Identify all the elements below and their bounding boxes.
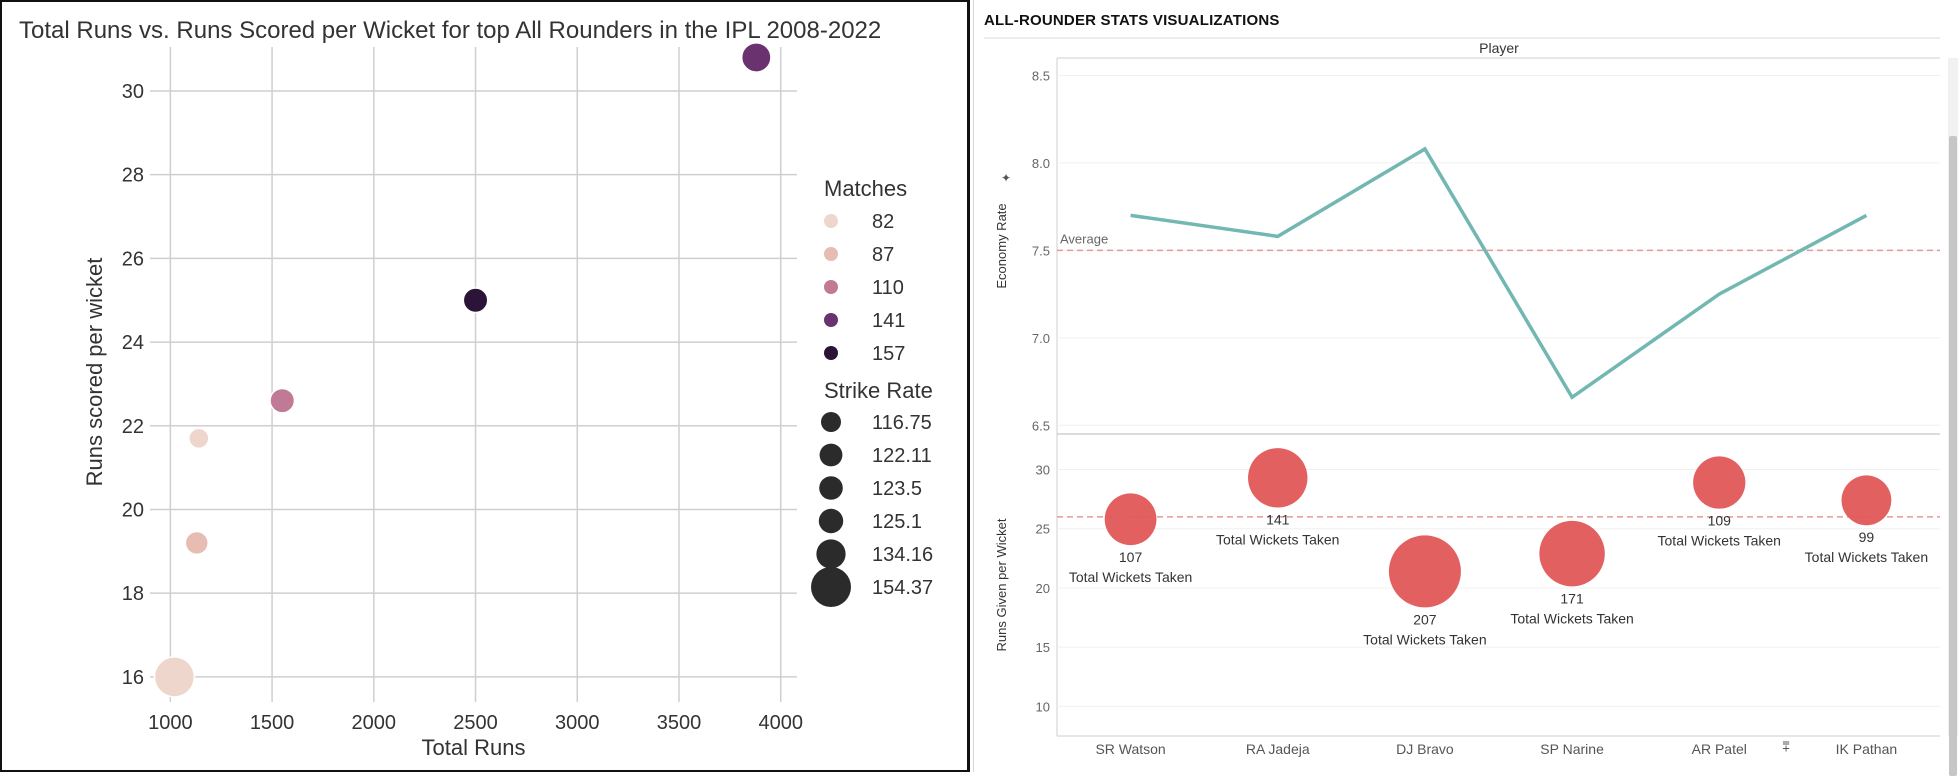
data-point [188,427,210,450]
wickets-bubble [1841,475,1892,526]
x-category-label: RA Jadeja [1246,741,1310,757]
bubble-wickets-value: 171 [1560,590,1584,606]
y-tick-label: 18 [122,583,144,605]
bubble-wickets-label: Total Wickets Taken [1658,533,1781,549]
x-tick-label: 2500 [453,712,498,734]
legend-title-strike-rate: Strike Rate [824,378,933,403]
pin-icon: ✦ [1001,171,1011,185]
wickets-bubble [1539,520,1605,587]
bubble-wickets-label: Total Wickets Taken [1805,549,1928,565]
y-tick-label: 26 [122,248,144,270]
y-tick-label: 22 [122,416,144,438]
legend-marker-matches [824,214,838,228]
data-point [269,387,296,414]
bubble-wickets-label: Total Wickets Taken [1363,631,1486,647]
legend-title-matches: Matches [824,176,907,201]
vertical-scrollbar[interactable] [1948,58,1958,776]
legend-marker-strike-rate [819,476,843,500]
legend-marker-strike-rate [816,539,846,569]
x-category-label: AR Patel [1692,741,1747,757]
wickets-bubble [1693,456,1746,509]
x-category-label: SR Watson [1095,741,1165,757]
y-tick-label: 24 [122,332,144,354]
y-axis-label: Runs scored per wicket [82,258,107,487]
wickets-bubble [1248,448,1308,508]
chart-title: Total Runs vs. Runs Scored per Wicket fo… [19,17,881,44]
x-axis-label: Total Runs [422,735,526,760]
data-point [740,42,772,73]
x-tick-label: 1500 [250,712,295,734]
x-category-label: IK Pathan [1836,741,1898,757]
legend-label-matches: 87 [872,244,894,266]
legend-marker-strike-rate [821,412,841,432]
y-tick-label: 20 [122,499,144,521]
wickets-bubble [1388,535,1461,608]
bottom-y-tick-label: 25 [1036,522,1050,537]
top-y-tick-label: 8.0 [1032,156,1050,171]
x-tick-label: 4000 [758,712,803,734]
bubble-wickets-value: 141 [1266,512,1290,528]
legend-marker-strike-rate [818,508,844,534]
legend-label-matches: 141 [872,310,905,332]
bottom-y-tick-label: 10 [1036,699,1050,714]
x-category-label: DJ Bravo [1396,741,1454,757]
legend-label-matches: 110 [872,277,904,299]
legend-label-strike-rate: 122.11 [872,445,932,467]
legend-marker-matches [824,280,838,294]
legend-marker-strike-rate [819,443,843,467]
x-category-label: SP Narine [1540,741,1604,757]
top-y-tick-label: 6.5 [1032,418,1050,433]
left-scatter-panel: Total Runs vs. Runs Scored per Wicket fo… [0,0,970,772]
economy-rate-line [1130,146,1868,400]
legend-marker-strike-rate [811,567,851,607]
y-tick-label: 30 [122,81,144,103]
sort-icon: ⩱ [1782,739,1790,754]
legend-label-matches: 82 [872,211,894,233]
scrollbar-thumb[interactable] [1949,136,1957,776]
legend-marker-matches [824,247,838,261]
column-header: Player [1479,40,1519,56]
y-tick-label: 16 [122,667,144,689]
legend-marker-matches [824,313,838,327]
bubble-wickets-label: Total Wickets Taken [1510,610,1633,626]
data-point [462,287,489,314]
average-label: Average [1060,231,1108,246]
bubble-wickets-value: 99 [1859,529,1875,545]
y-tick-label: 28 [122,165,144,187]
bottom-y-tick-label: 30 [1036,463,1050,478]
legend-label-strike-rate: 123.5 [872,478,922,500]
bottom-y-tick-label: 20 [1036,581,1050,596]
dashboard-title: ALL-ROUNDER STATS VISUALIZATIONS [984,12,1280,29]
bottom-y-axis-label: Runs Given per Wicket [994,518,1009,651]
bubble-wickets-label: Total Wickets Taken [1069,569,1192,585]
x-tick-label: 3500 [657,712,702,734]
dashboard-charts: Player 6.5 7.0 7.5 8.0 8.5 Economy Rate ✦ Averag… [984,37,1940,757]
bubble-wickets-value: 109 [1708,513,1732,529]
bubble-wickets-value: 107 [1119,549,1143,565]
dashboard-panel: ALL-ROUNDER STATS VISUALIZATIONS Player 6… [973,0,1958,776]
bottom-y-tick-label: 15 [1036,640,1050,655]
data-point [184,530,209,556]
bubble-wickets-value: 207 [1413,611,1437,627]
x-tick-label: 3000 [555,712,600,734]
legend-label-strike-rate: 116.75 [872,412,932,434]
legend-label-strike-rate: 134.16 [872,544,933,566]
x-tick-label: 2000 [352,712,397,734]
bubble-wickets-label: Total Wickets Taken [1216,532,1339,548]
x-tick-label: 1000 [148,712,193,734]
scatter-chart: Total Runs vs. Runs Scored per Wicket fo… [19,17,933,760]
top-y-tick-label: 8.5 [1032,68,1050,83]
top-y-tick-label: 7.5 [1032,243,1050,258]
data-point [153,656,196,698]
top-y-tick-label: 7.0 [1032,331,1050,346]
legend-marker-matches [824,346,838,360]
legend-label-strike-rate: 125.1 [872,511,922,533]
top-y-axis-label: Economy Rate [994,203,1009,288]
wickets-bubble [1104,493,1157,546]
legend-label-matches: 157 [872,343,905,365]
legend-label-strike-rate: 154.37 [872,577,933,599]
